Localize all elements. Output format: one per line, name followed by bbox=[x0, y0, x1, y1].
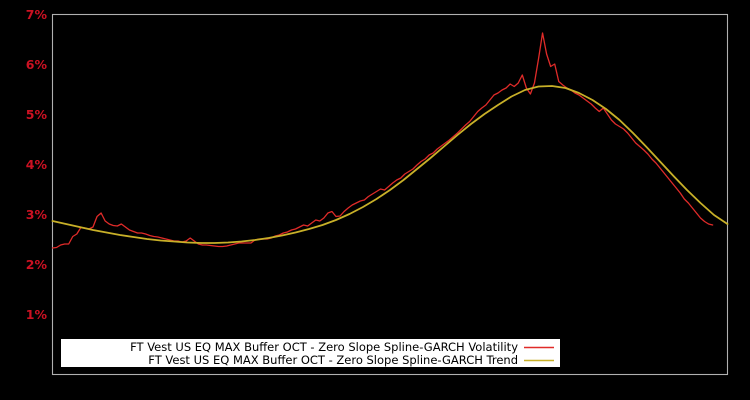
legend-label-trend: FT Vest US EQ MAX Buffer OCT - Zero Slop… bbox=[148, 353, 518, 367]
y-axis-tick-labels: 7% 6% 5% 4% 3% 2% 1% bbox=[26, 7, 48, 322]
series-line-trend bbox=[51, 85, 729, 244]
series-layer bbox=[51, 32, 729, 249]
y-tick-label-3pct: 3% bbox=[26, 207, 48, 222]
series-line-volatility bbox=[51, 32, 714, 249]
y-tick-label-1pct: 1% bbox=[26, 307, 48, 322]
legend-background bbox=[61, 339, 560, 367]
y-tick-label-4pct: 4% bbox=[26, 157, 48, 172]
y-tick-label-2pct: 2% bbox=[26, 257, 48, 272]
chart-legend: FT Vest US EQ MAX Buffer OCT - Zero Slop… bbox=[61, 339, 560, 367]
y-tick-label-6pct: 6% bbox=[26, 57, 48, 72]
y-tick-label-5pct: 5% bbox=[26, 107, 48, 122]
plot-area-frame bbox=[51, 13, 729, 376]
legend-label-volatility: FT Vest US EQ MAX Buffer OCT - Zero Slop… bbox=[130, 340, 518, 354]
y-tick-label-7pct: 7% bbox=[26, 7, 48, 22]
